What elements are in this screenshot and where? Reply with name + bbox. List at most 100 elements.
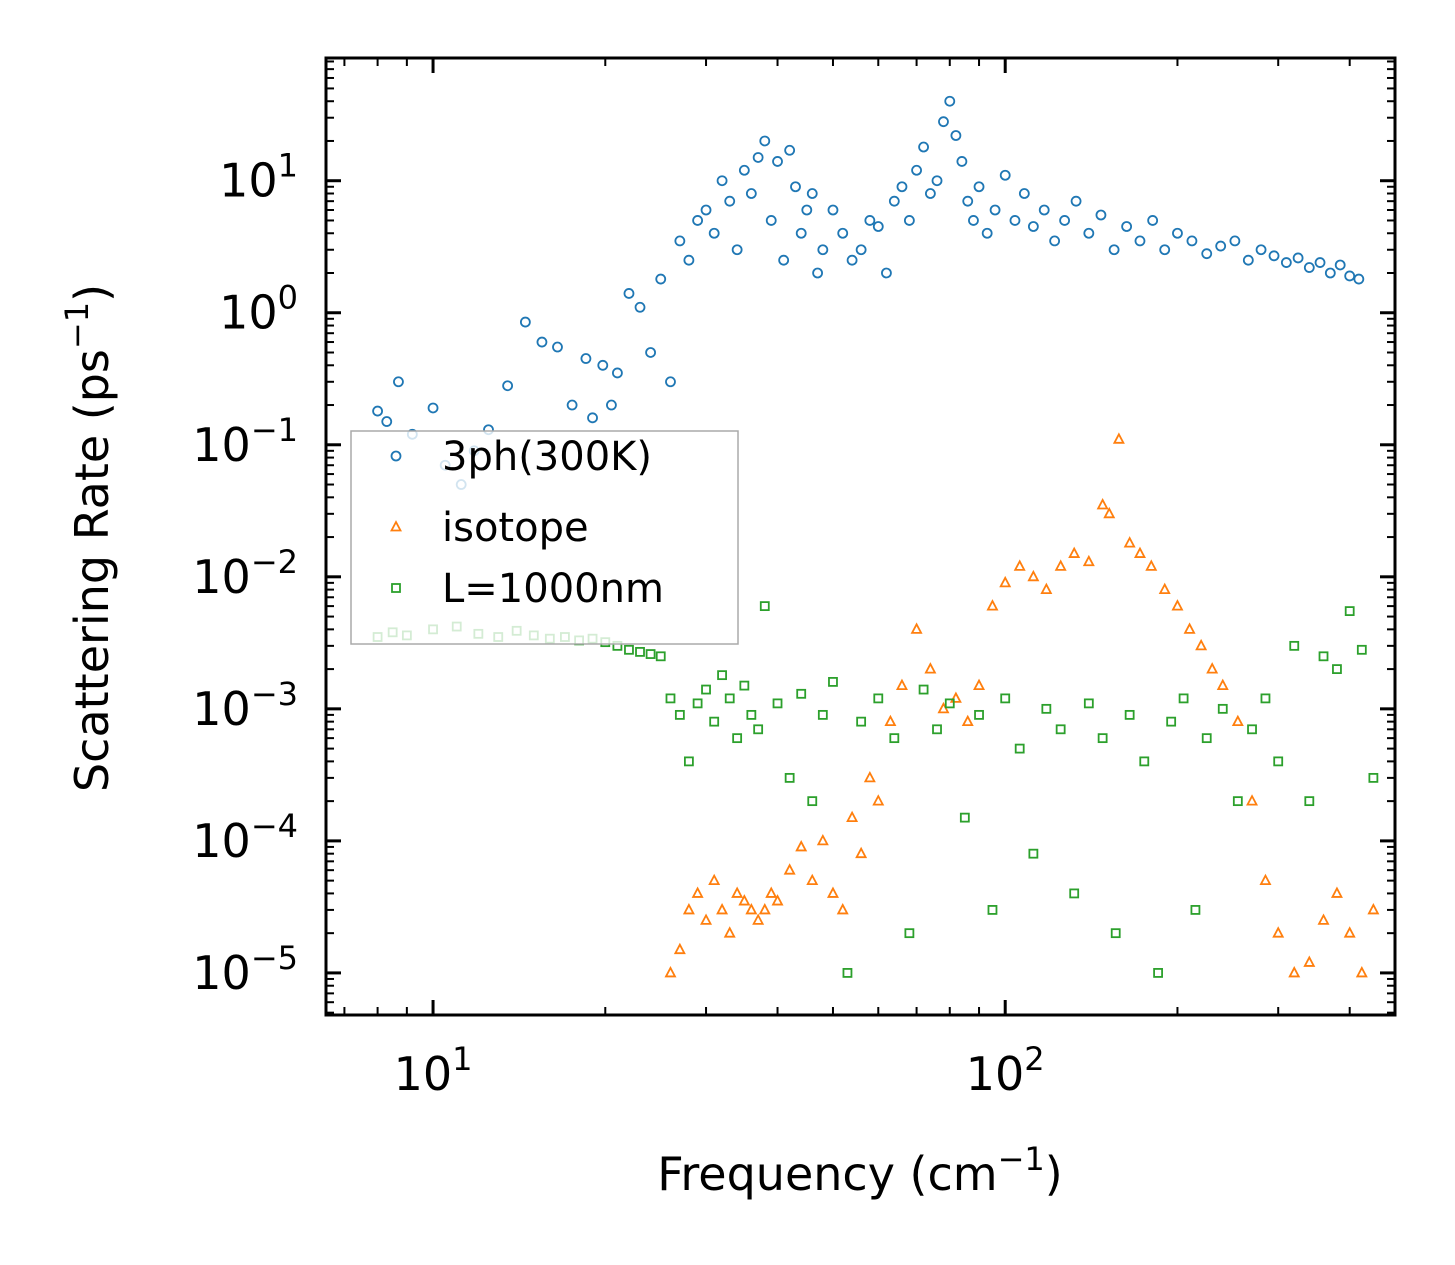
data-point-boundary [1028, 848, 1039, 859]
data-point-3ph [1083, 227, 1095, 239]
data-point-isotope [758, 902, 771, 915]
data-point-3ph [931, 175, 943, 187]
legend-label: isotope [442, 505, 589, 551]
data-point-boundary [1247, 724, 1257, 735]
data-point-3ph [580, 353, 592, 364]
data-point-boundary [1124, 709, 1135, 720]
y-tick-label: 10−5 [192, 939, 298, 1000]
y-tick-label: 10−1 [192, 411, 298, 472]
legend: 3ph(300K) isotope L=1000nm [350, 430, 739, 645]
data-point-3ph [962, 195, 974, 207]
data-point-isotope [1145, 559, 1158, 571]
data-point-isotope [1054, 559, 1067, 571]
data-point-3ph [911, 164, 922, 176]
data-point-3ph [1303, 262, 1315, 273]
data-point-3ph [683, 254, 695, 266]
data-point-3ph [692, 215, 704, 226]
data-point-3ph [918, 141, 929, 153]
data-point-3ph [1353, 273, 1365, 285]
data-point-3ph [817, 244, 829, 256]
plot-frame [324, 56, 1397, 1017]
data-point-3ph [724, 195, 736, 207]
data-point-boundary [1260, 693, 1271, 704]
data-point-isotope [795, 839, 808, 852]
data-point-3ph [806, 188, 818, 199]
data-point-boundary [987, 905, 998, 915]
data-point-3ph [655, 273, 667, 285]
data-point-3ph [881, 267, 892, 279]
data-point-isotope [895, 678, 908, 690]
data-point-boundary [1014, 743, 1025, 754]
data-point-3ph [1070, 195, 1082, 207]
y-tick-label: 101 [219, 147, 298, 208]
data-point-boundary [796, 688, 807, 699]
data-point-boundary [1041, 703, 1052, 714]
data-point-isotope [973, 678, 986, 690]
data-point-boundary [904, 928, 915, 939]
data-point-isotope [1343, 926, 1356, 938]
data-point-3ph [1134, 235, 1146, 247]
data-point-boundary [944, 698, 955, 709]
data-point-isotope [1355, 965, 1368, 978]
data-point-boundary [1356, 644, 1367, 655]
data-point-boundary [717, 670, 727, 681]
data-point-boundary [1178, 693, 1189, 704]
data-point-3ph [1186, 235, 1198, 247]
data-point-isotope [731, 886, 744, 898]
data-point-boundary [1055, 724, 1066, 735]
data-point-isotope [1158, 582, 1171, 595]
data-point-isotope [783, 863, 796, 875]
data-point-3ph [645, 347, 656, 358]
data-point-isotope [1096, 498, 1109, 510]
data-point-3ph [1215, 240, 1227, 252]
data-point-boundary [1166, 716, 1177, 727]
data-point-boundary [1139, 756, 1150, 767]
legend-box [350, 430, 739, 645]
data-point-boundary [889, 733, 900, 744]
data-point-3ph [888, 195, 900, 207]
data-point-boundary [655, 651, 666, 662]
data-point-isotope [1183, 622, 1196, 634]
data-point-boundary [959, 812, 970, 823]
data-point-3ph [1324, 267, 1336, 279]
data-point-boundary [753, 724, 764, 735]
data-point-3ph [956, 156, 968, 167]
data-point-3ph [855, 244, 867, 256]
data-point-boundary [784, 772, 795, 783]
data-point-3ph [772, 156, 783, 167]
major-ticks [326, 58, 1395, 1015]
data-point-boundary [772, 698, 783, 709]
data-point-3ph [759, 135, 771, 147]
data-point-boundary [645, 649, 656, 659]
data-point-3ph [1314, 257, 1326, 268]
data-point-isotope [924, 662, 937, 674]
legend-label: L=1000nm [442, 566, 664, 612]
data-point-boundary [1153, 968, 1163, 978]
data-point-3ph [944, 95, 956, 107]
data-point-3ph [1242, 254, 1254, 266]
data-point-3ph [752, 152, 764, 163]
data-point-3ph [801, 204, 813, 216]
series-triangle [664, 432, 1380, 978]
data-point-boundary [918, 684, 929, 695]
data-point-3ph [999, 169, 1011, 181]
data-point-isotope [723, 926, 736, 938]
data-point-isotope [1317, 913, 1330, 925]
data-point-3ph [981, 227, 993, 239]
data-point-boundary [701, 684, 711, 695]
data-point-isotope [1216, 678, 1229, 690]
data-point-isotope [1171, 599, 1184, 611]
data-point-isotope [1303, 955, 1316, 967]
data-point-boundary [1368, 772, 1379, 783]
y-axis-title: Scattering Rate (ps−1) [58, 284, 119, 792]
data-point-3ph [1344, 270, 1356, 282]
data-point-3ph [1121, 221, 1133, 232]
data-point-3ph [381, 416, 393, 427]
data-point-boundary [665, 693, 676, 704]
data-point-isotope [1367, 902, 1380, 915]
data-point-3ph [634, 301, 646, 313]
data-point-isotope [1040, 582, 1053, 595]
data-point-boundary [1318, 651, 1329, 662]
data-point-boundary [1097, 733, 1108, 744]
